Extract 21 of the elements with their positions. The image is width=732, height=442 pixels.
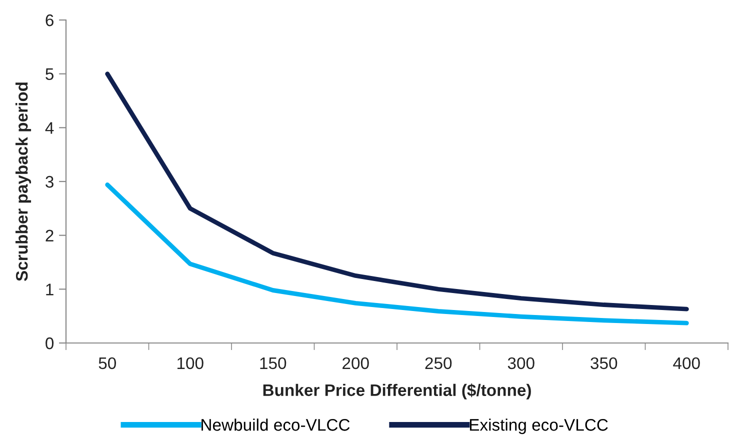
line-series (105, 182, 689, 326)
line-series (105, 72, 689, 312)
x-tick-label: 150 (260, 357, 286, 370)
x-tick-label: 50 (98, 357, 116, 370)
y-tick-label: 2 (46, 230, 54, 242)
x-tick-label: 250 (425, 357, 452, 370)
x-tick-label: 100 (177, 357, 204, 370)
y-tick-label: 0 (46, 337, 54, 350)
x-tick-label: 350 (590, 357, 618, 370)
y-axis-title: Scrubber payback period (16, 82, 32, 282)
y-tick-label: 1 (46, 284, 54, 296)
y-tick-label: 4 (45, 122, 54, 134)
x-tick-label: 200 (342, 357, 369, 370)
y-tick-label: 3 (46, 176, 54, 188)
y-tick-label: 5 (46, 68, 54, 80)
x-tick-label: 300 (508, 357, 534, 370)
y-tick-label: 6 (46, 14, 54, 26)
legend-label: Newbuild eco-VLCC (202, 418, 350, 431)
x-tick-label: 400 (673, 357, 700, 370)
x-axis-title: Bunker Price Differential ($/tonne) (263, 384, 531, 400)
legend-label: Existing eco-VLCC (470, 418, 608, 434)
